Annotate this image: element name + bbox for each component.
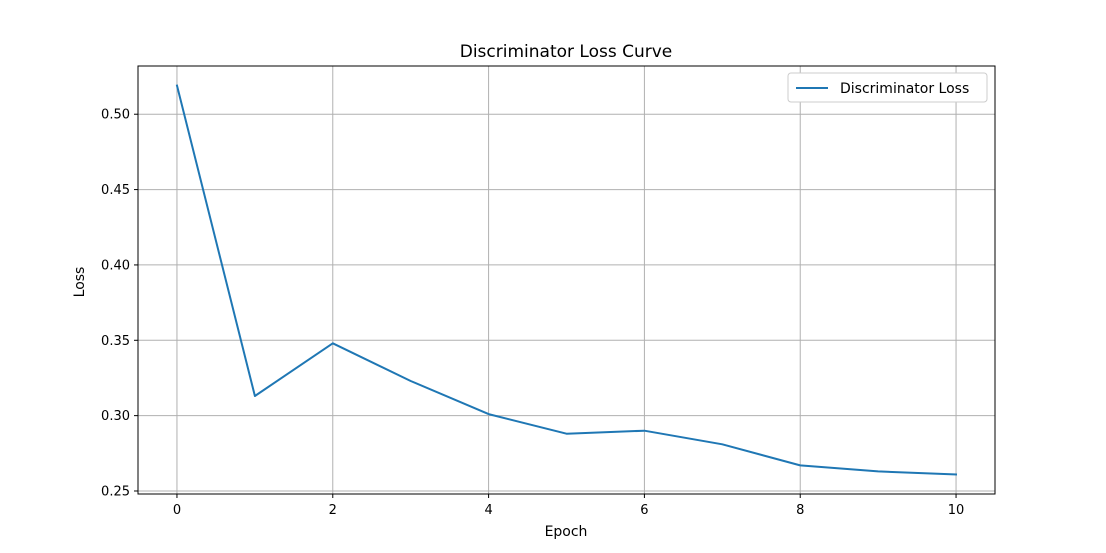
x-tick-label: 8: [796, 503, 804, 518]
series-line: [175, 84, 958, 476]
x-tick-label: 2: [329, 503, 337, 518]
plot-frame: [137, 65, 996, 495]
y-tick-label: 0.50: [101, 108, 130, 123]
legend-label: Discriminator Loss: [840, 81, 969, 97]
x-axis-title: Epoch: [545, 524, 588, 540]
x-tick-label: 0: [173, 503, 181, 518]
y-tick-label: 0.45: [101, 183, 130, 198]
y-tick-label: 0.40: [101, 258, 130, 273]
x-tick-label: 4: [484, 503, 492, 518]
y-tick-label: 0.35: [101, 334, 130, 349]
chart-title: Discriminator Loss Curve: [460, 42, 673, 62]
y-tick-label: 0.25: [101, 484, 130, 499]
x-tick-label: 6: [640, 503, 648, 518]
series-layer: [175, 84, 958, 476]
tick-layer: 0 2 4 6 8 10 0.25 0.30 0.35 0.40 0.45 0.50: [101, 108, 964, 518]
y-axis-title: Loss: [72, 267, 88, 298]
grid-layer: [138, 66, 995, 494]
x-tick-label: 10: [948, 503, 965, 518]
y-tick-label: 0.30: [101, 409, 130, 424]
legend-box: [787, 72, 988, 103]
legend: Discriminator Loss: [787, 72, 988, 103]
